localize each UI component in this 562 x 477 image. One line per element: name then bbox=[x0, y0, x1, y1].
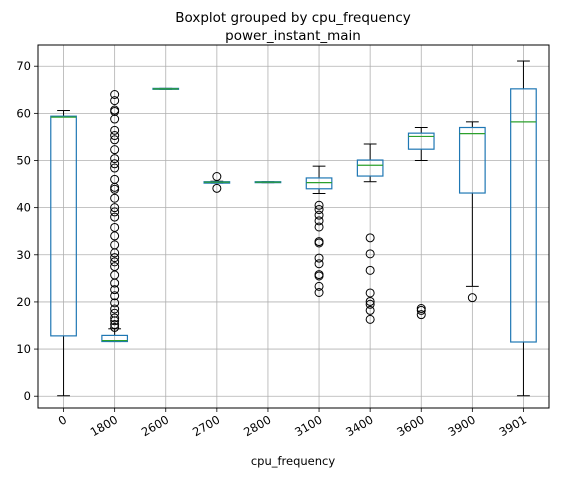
outlier-point bbox=[365, 249, 375, 259]
outlier-point bbox=[110, 135, 120, 145]
plot-frame bbox=[37, 44, 550, 409]
outlier-point bbox=[110, 291, 120, 301]
iqr-box bbox=[50, 115, 77, 337]
y-tick-label: 0 bbox=[24, 389, 31, 403]
x-tick-label: 3900 bbox=[445, 412, 477, 439]
y-tick-label: 70 bbox=[16, 59, 31, 73]
outlier-point bbox=[110, 159, 120, 169]
iqr-box bbox=[356, 159, 384, 177]
outlier-point bbox=[110, 222, 120, 232]
box-0 bbox=[50, 110, 77, 397]
box-3900 bbox=[458, 121, 486, 303]
outlier-point bbox=[314, 259, 324, 269]
outlier-point bbox=[110, 131, 120, 141]
outlier-point bbox=[314, 281, 324, 291]
grid-lines bbox=[38, 45, 549, 408]
outlier-point bbox=[110, 253, 120, 263]
chart-subtitle: power_instant_main bbox=[225, 28, 361, 44]
outlier-point bbox=[314, 253, 324, 263]
chart-title: Boxplot grouped by cpu_frequency bbox=[175, 10, 411, 26]
outlier-point bbox=[110, 105, 120, 115]
outlier-point bbox=[110, 240, 120, 250]
outlier-point bbox=[110, 212, 120, 222]
box-2800 bbox=[254, 181, 282, 184]
y-tick-label: 10 bbox=[16, 342, 31, 356]
outlier-point bbox=[314, 222, 324, 232]
box-3600 bbox=[407, 127, 435, 320]
outlier-point bbox=[365, 299, 375, 309]
box-3901 bbox=[510, 60, 537, 397]
x-tick-label: 2800 bbox=[241, 412, 273, 439]
outlier-point bbox=[314, 210, 324, 220]
outlier-point bbox=[314, 216, 324, 226]
y-tick-label: 50 bbox=[16, 154, 31, 168]
outlier-point bbox=[110, 257, 120, 267]
outlier-point bbox=[110, 125, 120, 135]
x-tick-label: 3600 bbox=[394, 412, 426, 439]
y-tick-label: 30 bbox=[16, 248, 31, 262]
outlier-point bbox=[212, 183, 222, 193]
outlier-point bbox=[365, 288, 375, 298]
outlier-point bbox=[212, 172, 222, 182]
outlier-point bbox=[110, 262, 120, 272]
x-tick-label: 0 bbox=[56, 412, 69, 428]
ticks-layer: 0 10 20 30 40 50 60 70 0 1800 2600 2700 2800 3100 3400… bbox=[16, 59, 529, 439]
outlier-point bbox=[314, 270, 324, 280]
outlier-point bbox=[110, 313, 120, 323]
outlier-point bbox=[416, 310, 426, 320]
outlier-point bbox=[314, 237, 324, 247]
x-axis-label: cpu_frequency bbox=[251, 454, 336, 468]
y-tick-label: 60 bbox=[16, 106, 31, 120]
box-3100 bbox=[305, 165, 333, 297]
outlier-point bbox=[365, 233, 375, 243]
outlier-point bbox=[110, 308, 120, 318]
box-2700 bbox=[203, 172, 231, 193]
iqr-box bbox=[305, 177, 333, 190]
outlier-point bbox=[110, 304, 120, 314]
x-tick-label: 3901 bbox=[497, 412, 529, 439]
iqr-box bbox=[510, 88, 537, 343]
box-3400 bbox=[356, 143, 384, 324]
iqr-box bbox=[458, 126, 486, 194]
outlier-point bbox=[110, 298, 120, 308]
outlier-point bbox=[416, 304, 426, 314]
outlier-point bbox=[110, 193, 120, 203]
outlier-point bbox=[314, 288, 324, 297]
outlier-point bbox=[110, 322, 120, 332]
x-tick-label: 1800 bbox=[88, 412, 120, 439]
outlier-point bbox=[314, 205, 324, 215]
outlier-point bbox=[110, 203, 120, 213]
outlier-point bbox=[365, 314, 375, 324]
outlier-point bbox=[314, 200, 324, 210]
outlier-point bbox=[365, 305, 375, 315]
outlier-point bbox=[110, 163, 120, 173]
outlier-point bbox=[110, 96, 120, 106]
iqr-box bbox=[407, 132, 435, 150]
box-2600 bbox=[152, 87, 180, 90]
box-1800 bbox=[101, 90, 129, 343]
y-tick-label: 40 bbox=[16, 201, 31, 215]
boxes-layer bbox=[50, 60, 537, 397]
x-tick-label: 2700 bbox=[190, 412, 222, 439]
outlier-point bbox=[110, 90, 120, 99]
iqr-box bbox=[101, 334, 129, 343]
outlier-point bbox=[467, 293, 477, 303]
outlier-point bbox=[110, 320, 120, 330]
outlier-point bbox=[110, 207, 120, 217]
x-tick-label: 3100 bbox=[292, 412, 324, 439]
outlier-point bbox=[110, 285, 120, 295]
outlier-point bbox=[365, 265, 375, 275]
outlier-point bbox=[110, 145, 120, 155]
outlier-point bbox=[110, 154, 120, 164]
x-tick-label: 2600 bbox=[139, 412, 171, 439]
y-tick-label: 20 bbox=[16, 295, 31, 309]
x-tick-label: 3400 bbox=[343, 412, 375, 439]
outlier-point bbox=[110, 174, 120, 184]
